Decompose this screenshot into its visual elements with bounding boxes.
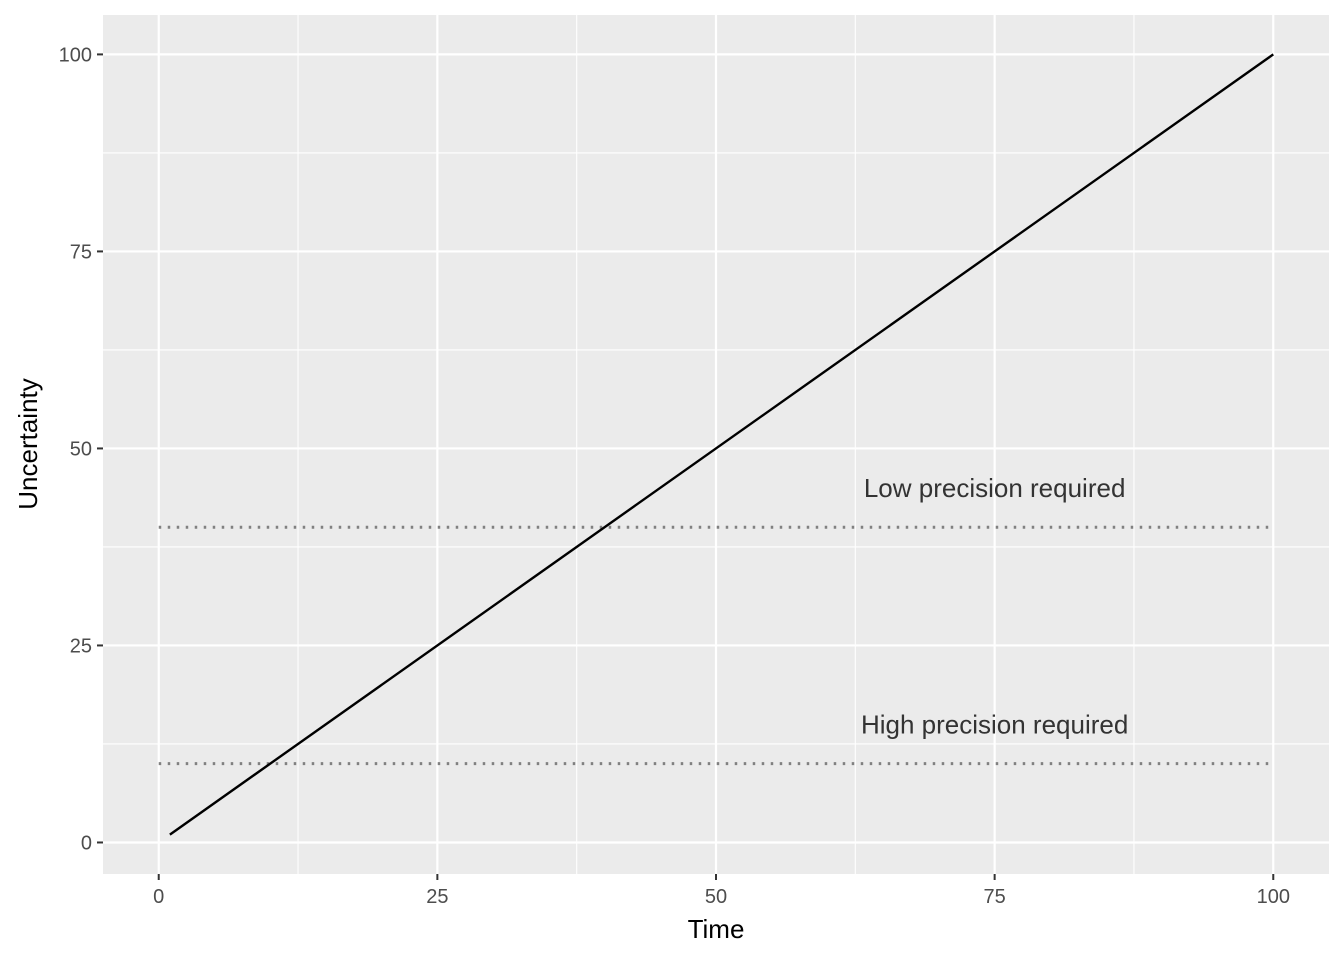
- y-axis: 0 25 50 75 100: [59, 44, 103, 854]
- y-tick-label: 100: [59, 44, 92, 66]
- annotation-label: Low precision required: [864, 473, 1126, 503]
- x-axis-title: Time: [688, 914, 745, 944]
- y-tick-label: 0: [81, 832, 92, 854]
- major-gridlines: [103, 15, 1329, 874]
- x-tick-label: 25: [426, 886, 448, 908]
- x-tick-label: 0: [153, 886, 164, 908]
- annotations: Low precision required High precision req…: [861, 473, 1128, 739]
- y-tick-label: 75: [70, 241, 92, 263]
- reference-lines: [158, 525, 1274, 766]
- series-line: [169, 53, 1274, 836]
- x-axis: 0 25 50 75 100: [153, 874, 1290, 908]
- annotation-label: High precision required: [861, 709, 1128, 739]
- y-tick-label: 50: [70, 438, 92, 460]
- x-tick-label: 50: [705, 886, 727, 908]
- y-tick-label: 25: [70, 635, 92, 657]
- x-tick-label: 75: [984, 886, 1006, 908]
- series-lines: [169, 53, 1274, 836]
- y-axis-title: Uncertainty: [13, 378, 43, 510]
- x-tick-label: 100: [1257, 886, 1290, 908]
